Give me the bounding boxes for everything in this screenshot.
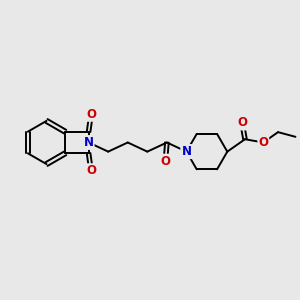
Text: O: O bbox=[237, 116, 247, 130]
Text: N: N bbox=[84, 136, 94, 149]
Text: O: O bbox=[86, 164, 96, 177]
Text: O: O bbox=[160, 154, 170, 168]
Text: O: O bbox=[258, 136, 268, 149]
Text: N: N bbox=[182, 145, 191, 158]
Text: N: N bbox=[182, 145, 191, 158]
Text: O: O bbox=[86, 108, 96, 121]
